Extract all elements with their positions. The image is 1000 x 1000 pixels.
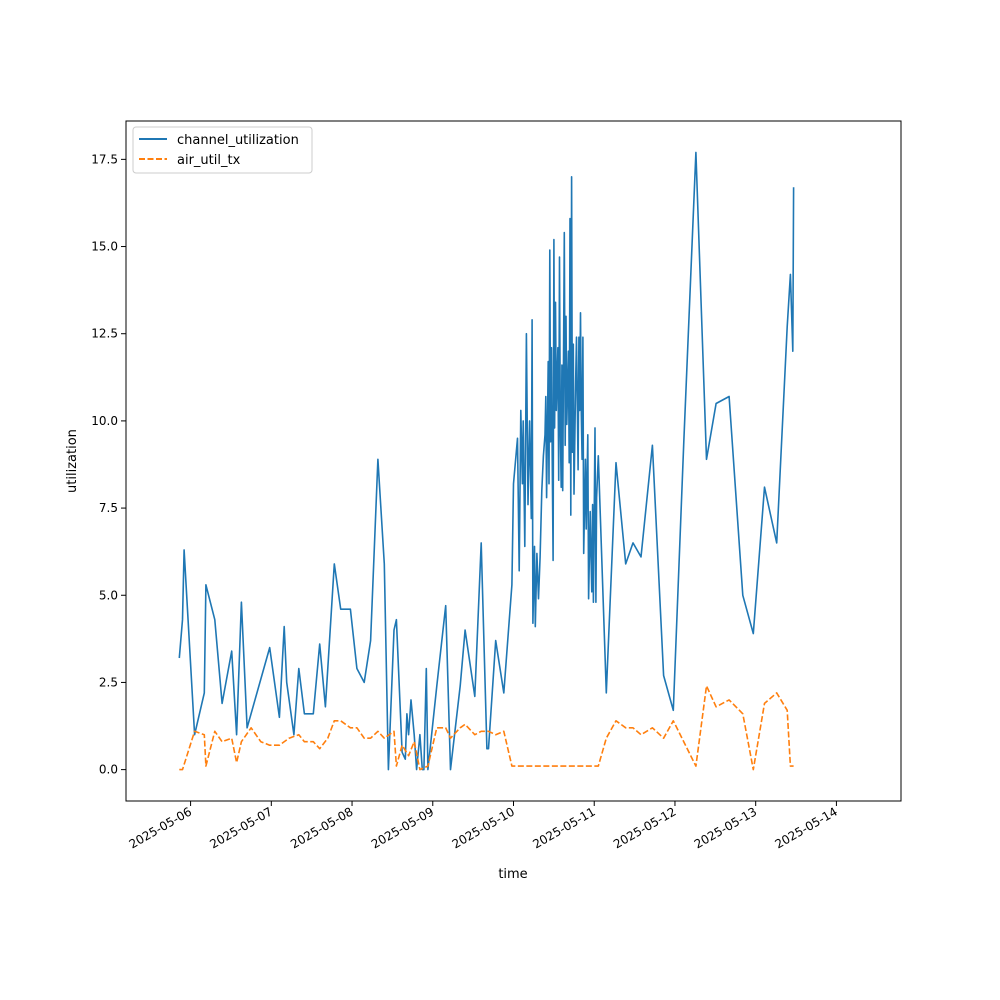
y-tick-label: 12.5	[91, 327, 118, 341]
x-axis-label: time	[498, 867, 527, 882]
series-line-channel-utilization	[178, 151, 795, 771]
y-tick-label: 10.0	[91, 414, 118, 428]
series-line-air-util-tx	[179, 685, 794, 771]
y-tick-label: 2.5	[99, 675, 118, 689]
y-tick-label: 15.0	[91, 240, 118, 254]
legend-label-channel-utilization: channel_utilization	[177, 133, 299, 148]
legend: channel_utilization air_util_tx	[132, 126, 313, 174]
legend-label-air-util-tx: air_util_tx	[177, 153, 241, 168]
y-tick-label: 5.0	[99, 588, 118, 602]
y-tick-label: 0.0	[99, 763, 118, 777]
y-tick-label: 17.5	[91, 152, 118, 166]
legend-box	[132, 126, 313, 174]
y-axis: 0.0 2.5 5.0 7.5 10.0 12.5 15.0 17.5	[91, 152, 126, 777]
y-tick-label: 7.5	[99, 501, 118, 515]
y-axis-label: utilization	[65, 429, 80, 493]
plot-area	[178, 151, 795, 771]
